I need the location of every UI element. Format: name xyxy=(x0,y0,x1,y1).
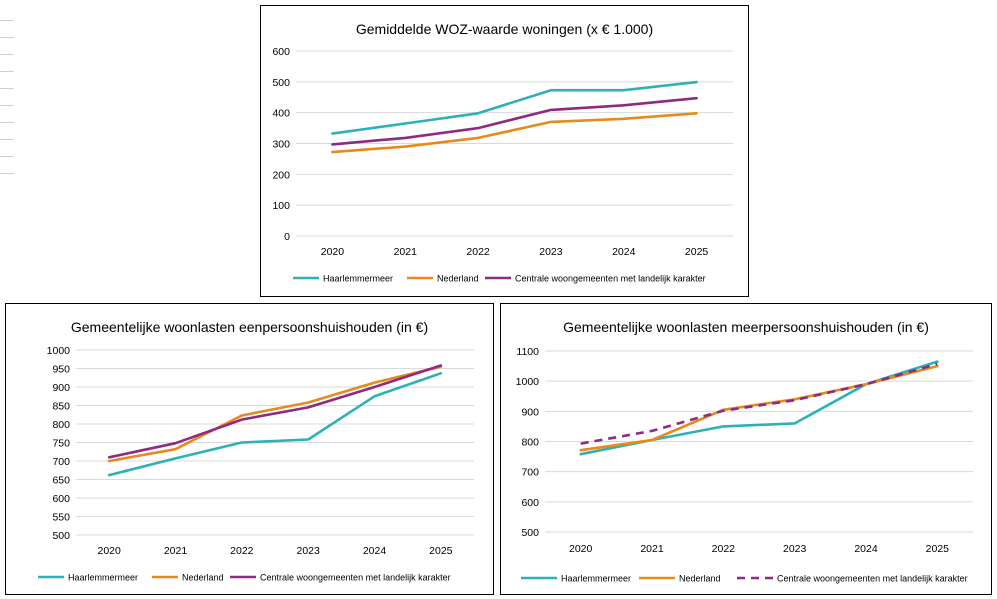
x-tick-label: 2022 xyxy=(230,545,254,557)
chart-panel-meerpersoons: Gemeentelijke woonlasten meerpersoonshui… xyxy=(500,303,992,595)
y-tick-label: 650 xyxy=(52,475,70,487)
legend-label: Centrale woongemeenten met landelijk kar… xyxy=(515,274,706,284)
y-tick-label: 500 xyxy=(521,527,539,539)
chart-panel-woz: Gemiddelde WOZ-waarde woningen (x € 1.00… xyxy=(260,5,749,297)
series-line-1 xyxy=(331,80,698,135)
series-line-3 xyxy=(331,96,698,146)
y-tick-label: 700 xyxy=(521,467,539,479)
chart-eenpersoons: Gemeentelijke woonlasten eenpersoonshuis… xyxy=(38,319,474,583)
series-line-1 xyxy=(579,360,939,456)
y-tick-label: 0 xyxy=(284,231,290,243)
y-tick-label: 750 xyxy=(52,438,70,450)
y-tick-label: 600 xyxy=(521,497,539,509)
y-tick-label: 500 xyxy=(272,77,290,89)
legend-label: Centrale woongemeenten met landelijk kar… xyxy=(260,573,451,583)
chart-panel-eenpersoons: Gemeentelijke woonlasten eenpersoonshuis… xyxy=(5,303,494,595)
y-tick-label: 1100 xyxy=(516,346,539,358)
x-tick-label: 2025 xyxy=(926,543,950,555)
chart-title: Gemeentelijke woonlasten eenpersoonshuis… xyxy=(71,319,428,335)
x-tick-label: 2023 xyxy=(783,543,807,555)
x-tick-label: 2025 xyxy=(685,246,709,258)
legend-label: Nederland xyxy=(679,574,721,584)
legend-label: Nederland xyxy=(182,573,224,583)
x-tick-label: 2024 xyxy=(854,543,878,555)
y-tick-label: 600 xyxy=(272,46,290,58)
series-line-3 xyxy=(580,362,938,445)
y-tick-label: 550 xyxy=(52,512,70,524)
x-tick-label: 2021 xyxy=(164,545,188,557)
y-tick-label: 1000 xyxy=(47,345,71,357)
x-tick-label: 2025 xyxy=(429,545,453,557)
legend-label: Centrale woongemeenten met landelijk kar… xyxy=(777,574,968,584)
legend-label: Nederland xyxy=(437,274,479,284)
y-tick-label: 600 xyxy=(52,493,70,505)
x-tick-label: 2024 xyxy=(612,246,636,258)
y-tick-label: 200 xyxy=(272,169,290,181)
y-tick-label: 800 xyxy=(521,437,539,449)
legend-label: Haarlemmermeer xyxy=(323,274,393,284)
y-tick-label: 900 xyxy=(52,382,70,394)
y-tick-label: 850 xyxy=(52,401,70,413)
y-tick-label: 400 xyxy=(272,108,290,120)
x-tick-label: 2023 xyxy=(539,246,563,258)
y-tick-label: 300 xyxy=(272,139,290,151)
chart-woz: Gemiddelde WOZ-waarde woningen (x € 1.00… xyxy=(272,21,733,284)
y-tick-label: 700 xyxy=(52,456,70,468)
x-tick-label: 2024 xyxy=(363,545,387,557)
series-line-1 xyxy=(107,372,443,477)
chart-meerpersoons: Gemeentelijke woonlasten meerpersoonshui… xyxy=(516,319,973,584)
x-tick-label: 2022 xyxy=(466,246,490,258)
y-tick-label: 800 xyxy=(52,419,70,431)
legend-label: Haarlemmermeer xyxy=(68,573,138,583)
x-tick-label: 2021 xyxy=(640,543,664,555)
y-tick-label: 100 xyxy=(272,200,290,212)
y-tick-label: 500 xyxy=(52,530,70,542)
y-tick-label: 900 xyxy=(521,406,539,418)
y-tick-label: 950 xyxy=(52,364,70,376)
series-line-3 xyxy=(107,364,443,459)
x-tick-label: 2023 xyxy=(296,545,320,557)
series-line-2 xyxy=(107,365,443,463)
chart-title: Gemeentelijke woonlasten meerpersoonshui… xyxy=(563,319,929,335)
chart-title: Gemiddelde WOZ-waarde woningen (x € 1.00… xyxy=(356,21,653,37)
y-tick-label: 1000 xyxy=(516,376,540,388)
x-tick-label: 2021 xyxy=(394,246,418,258)
x-tick-label: 2020 xyxy=(97,545,121,557)
series-line-2 xyxy=(331,112,698,154)
x-tick-label: 2020 xyxy=(569,543,593,555)
x-tick-label: 2022 xyxy=(712,543,736,555)
x-tick-label: 2020 xyxy=(321,246,345,258)
side-margin-marks xyxy=(0,20,14,195)
legend-label: Haarlemmermeer xyxy=(561,574,631,584)
